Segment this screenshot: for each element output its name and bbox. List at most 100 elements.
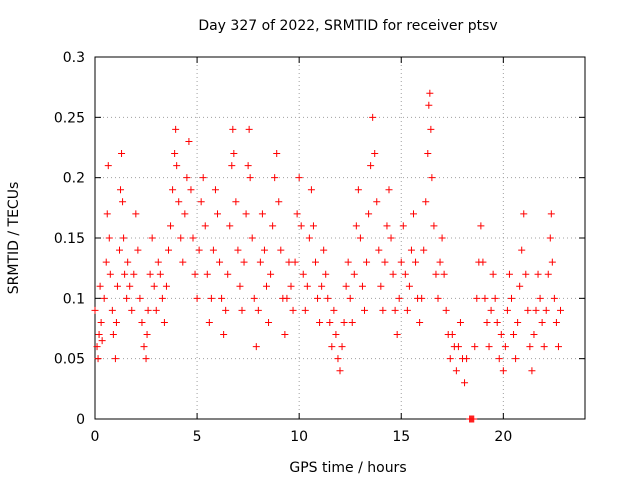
data-point bbox=[91, 306, 99, 314]
data-point bbox=[142, 355, 150, 363]
data-point bbox=[171, 150, 179, 158]
data-point bbox=[508, 294, 515, 302]
data-point bbox=[263, 282, 270, 290]
data-point bbox=[516, 282, 524, 290]
y-tick-label: 0.05 bbox=[54, 352, 85, 368]
data-point bbox=[103, 210, 111, 218]
data-point bbox=[424, 150, 432, 158]
data-point bbox=[461, 379, 469, 387]
data-point bbox=[432, 270, 440, 278]
data-point bbox=[148, 234, 156, 242]
data-point bbox=[100, 294, 108, 302]
data-point bbox=[338, 343, 346, 351]
data-point bbox=[427, 125, 435, 133]
data-point bbox=[546, 234, 554, 242]
data-point bbox=[105, 234, 113, 242]
data-point bbox=[470, 415, 478, 423]
data-point bbox=[456, 318, 464, 326]
data-point bbox=[244, 162, 252, 170]
data-point bbox=[214, 210, 221, 218]
data-point bbox=[557, 306, 564, 314]
data-point bbox=[514, 318, 522, 326]
data-point bbox=[324, 294, 332, 302]
data-point bbox=[285, 258, 293, 266]
data-point bbox=[283, 294, 291, 302]
data-point bbox=[528, 367, 536, 375]
data-point bbox=[328, 343, 336, 351]
data-point bbox=[401, 270, 409, 278]
data-point bbox=[536, 294, 544, 302]
data-point bbox=[477, 222, 485, 230]
data-point bbox=[373, 198, 381, 206]
data-point bbox=[106, 270, 114, 278]
data-point bbox=[209, 246, 217, 254]
data-point bbox=[520, 210, 528, 218]
data-point bbox=[405, 282, 413, 290]
data-point bbox=[350, 270, 358, 278]
data-point bbox=[113, 282, 121, 290]
data-point bbox=[334, 355, 342, 363]
data-point bbox=[397, 258, 405, 266]
data-point bbox=[211, 186, 219, 194]
data-point bbox=[98, 337, 106, 345]
data-point bbox=[169, 186, 177, 194]
data-point bbox=[260, 246, 268, 254]
data-point bbox=[326, 318, 334, 326]
data-point bbox=[267, 270, 275, 278]
data-point bbox=[438, 234, 446, 242]
data-point bbox=[522, 270, 530, 278]
data-point bbox=[336, 367, 344, 375]
data-point bbox=[195, 246, 203, 254]
data-point bbox=[412, 258, 420, 266]
data-point bbox=[275, 198, 283, 206]
data-points bbox=[91, 89, 564, 423]
data-point bbox=[167, 222, 175, 230]
data-point bbox=[179, 258, 187, 266]
data-point bbox=[254, 306, 262, 314]
y-tick-label: 0.15 bbox=[54, 231, 85, 247]
data-point bbox=[111, 355, 119, 363]
data-point bbox=[123, 294, 131, 302]
x-axis-title: GPS time / hours bbox=[289, 460, 406, 476]
data-point bbox=[530, 331, 538, 339]
data-point bbox=[387, 234, 395, 242]
data-point bbox=[420, 246, 428, 254]
data-point bbox=[305, 234, 313, 242]
data-point bbox=[124, 258, 132, 266]
data-point bbox=[177, 234, 185, 242]
data-point bbox=[93, 343, 101, 351]
data-point bbox=[299, 270, 307, 278]
data-point bbox=[297, 222, 305, 230]
data-point bbox=[395, 294, 403, 302]
data-point bbox=[242, 210, 250, 218]
data-point bbox=[436, 258, 444, 266]
data-point bbox=[183, 174, 191, 182]
data-point bbox=[354, 186, 362, 194]
data-point bbox=[422, 198, 430, 206]
data-point bbox=[152, 306, 160, 314]
x-axis: 0 5 10 15 20 bbox=[91, 57, 512, 445]
data-point bbox=[505, 270, 513, 278]
data-point bbox=[379, 306, 387, 314]
data-point bbox=[356, 234, 364, 242]
data-point bbox=[175, 198, 183, 206]
data-point bbox=[491, 294, 499, 302]
x-tick-label: 0 bbox=[91, 429, 100, 445]
data-point bbox=[318, 282, 326, 290]
data-point bbox=[104, 162, 112, 170]
data-point bbox=[197, 198, 205, 206]
data-point bbox=[218, 294, 226, 302]
data-point bbox=[393, 331, 401, 339]
data-point bbox=[102, 258, 110, 266]
data-point bbox=[495, 355, 503, 363]
data-point bbox=[193, 294, 201, 302]
data-point bbox=[273, 150, 281, 158]
data-point bbox=[226, 222, 234, 230]
data-point bbox=[232, 198, 240, 206]
data-point bbox=[440, 270, 448, 278]
data-point bbox=[399, 222, 407, 230]
data-point bbox=[126, 282, 134, 290]
data-point bbox=[165, 246, 172, 254]
data-point bbox=[548, 258, 556, 266]
